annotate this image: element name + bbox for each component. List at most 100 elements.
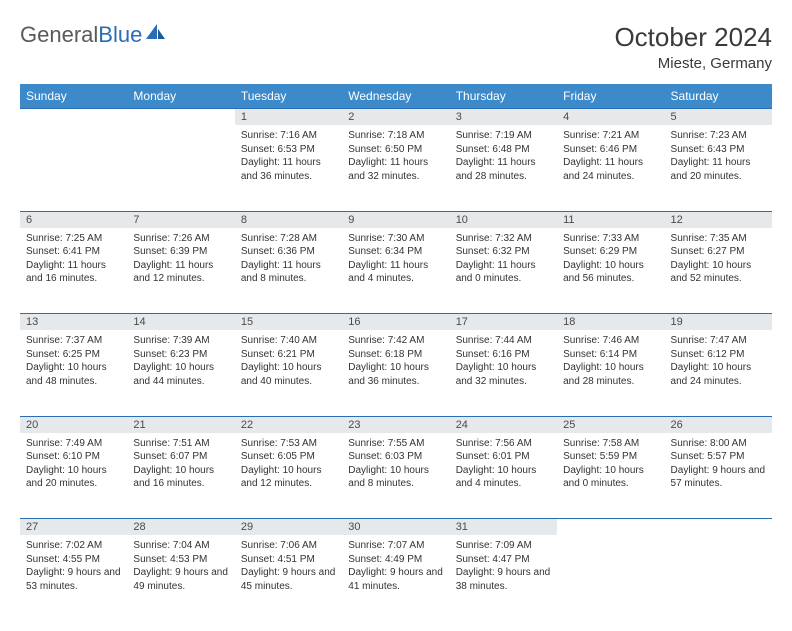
day-number-cell: 22 — [235, 417, 342, 433]
day-info: Sunrise: 7:06 AMSunset: 4:51 PMDaylight:… — [235, 535, 342, 599]
day-info: Sunrise: 7:55 AMSunset: 6:03 PMDaylight:… — [342, 433, 449, 497]
day-info: Sunrise: 7:32 AMSunset: 6:32 PMDaylight:… — [450, 228, 557, 292]
day-cell: Sunrise: 7:37 AMSunset: 6:25 PMDaylight:… — [20, 330, 127, 416]
day-cell: Sunrise: 7:35 AMSunset: 6:27 PMDaylight:… — [665, 228, 772, 314]
day-number-cell: 13 — [20, 314, 127, 330]
day-number-cell: 25 — [557, 417, 664, 433]
day-number-cell: 10 — [450, 212, 557, 228]
day-number-cell: 17 — [450, 314, 557, 330]
day-number-cell: 8 — [235, 212, 342, 228]
day-cell: Sunrise: 7:51 AMSunset: 6:07 PMDaylight:… — [127, 433, 234, 519]
day-info: Sunrise: 7:16 AMSunset: 6:53 PMDaylight:… — [235, 125, 342, 189]
day-number-cell: 28 — [127, 519, 234, 535]
day-number-cell: 29 — [235, 519, 342, 535]
day-info: Sunrise: 7:23 AMSunset: 6:43 PMDaylight:… — [665, 125, 772, 189]
day-info: Sunrise: 7:28 AMSunset: 6:36 PMDaylight:… — [235, 228, 342, 292]
day-cell: Sunrise: 7:55 AMSunset: 6:03 PMDaylight:… — [342, 433, 449, 519]
weekday-header: Tuesday — [235, 84, 342, 109]
day-cell: Sunrise: 7:28 AMSunset: 6:36 PMDaylight:… — [235, 228, 342, 314]
weekday-header: Sunday — [20, 84, 127, 109]
day-info: Sunrise: 7:25 AMSunset: 6:41 PMDaylight:… — [20, 228, 127, 292]
day-info: Sunrise: 8:00 AMSunset: 5:57 PMDaylight:… — [665, 433, 772, 497]
day-number-cell: 4 — [557, 109, 664, 125]
day-cell: Sunrise: 8:00 AMSunset: 5:57 PMDaylight:… — [665, 433, 772, 519]
weekday-header: Wednesday — [342, 84, 449, 109]
day-info: Sunrise: 7:39 AMSunset: 6:23 PMDaylight:… — [127, 330, 234, 394]
day-info: Sunrise: 7:21 AMSunset: 6:46 PMDaylight:… — [557, 125, 664, 189]
day-info: Sunrise: 7:04 AMSunset: 4:53 PMDaylight:… — [127, 535, 234, 599]
day-info: Sunrise: 7:46 AMSunset: 6:14 PMDaylight:… — [557, 330, 664, 394]
day-cell: Sunrise: 7:40 AMSunset: 6:21 PMDaylight:… — [235, 330, 342, 416]
day-cell: Sunrise: 7:47 AMSunset: 6:12 PMDaylight:… — [665, 330, 772, 416]
day-number-cell: 9 — [342, 212, 449, 228]
day-cell: Sunrise: 7:56 AMSunset: 6:01 PMDaylight:… — [450, 433, 557, 519]
day-content-row: Sunrise: 7:02 AMSunset: 4:55 PMDaylight:… — [20, 535, 772, 621]
day-number-cell: 20 — [20, 417, 127, 433]
day-number-row: 20212223242526 — [20, 417, 772, 433]
day-number-cell: 24 — [450, 417, 557, 433]
weekday-header: Thursday — [450, 84, 557, 109]
day-cell: Sunrise: 7:25 AMSunset: 6:41 PMDaylight:… — [20, 228, 127, 314]
day-number-cell: 18 — [557, 314, 664, 330]
day-number-cell — [127, 109, 234, 125]
day-number-cell: 30 — [342, 519, 449, 535]
day-cell: Sunrise: 7:06 AMSunset: 4:51 PMDaylight:… — [235, 535, 342, 621]
day-cell: Sunrise: 7:18 AMSunset: 6:50 PMDaylight:… — [342, 125, 449, 211]
month-title: October 2024 — [614, 22, 772, 53]
day-cell — [665, 535, 772, 621]
day-cell: Sunrise: 7:30 AMSunset: 6:34 PMDaylight:… — [342, 228, 449, 314]
day-number-row: 13141516171819 — [20, 314, 772, 330]
weekday-header: Friday — [557, 84, 664, 109]
day-info: Sunrise: 7:09 AMSunset: 4:47 PMDaylight:… — [450, 535, 557, 599]
day-cell — [20, 125, 127, 211]
day-info: Sunrise: 7:58 AMSunset: 5:59 PMDaylight:… — [557, 433, 664, 497]
day-content-row: Sunrise: 7:16 AMSunset: 6:53 PMDaylight:… — [20, 125, 772, 211]
day-number-cell: 26 — [665, 417, 772, 433]
day-info: Sunrise: 7:44 AMSunset: 6:16 PMDaylight:… — [450, 330, 557, 394]
logo-text-blue: Blue — [98, 22, 142, 48]
day-cell: Sunrise: 7:53 AMSunset: 6:05 PMDaylight:… — [235, 433, 342, 519]
day-cell: Sunrise: 7:44 AMSunset: 6:16 PMDaylight:… — [450, 330, 557, 416]
day-cell: Sunrise: 7:32 AMSunset: 6:32 PMDaylight:… — [450, 228, 557, 314]
day-info: Sunrise: 7:40 AMSunset: 6:21 PMDaylight:… — [235, 330, 342, 394]
calendar-page: GeneralBlue October 2024 Mieste, Germany… — [0, 0, 792, 631]
day-number-cell — [20, 109, 127, 125]
day-info: Sunrise: 7:53 AMSunset: 6:05 PMDaylight:… — [235, 433, 342, 497]
day-cell: Sunrise: 7:39 AMSunset: 6:23 PMDaylight:… — [127, 330, 234, 416]
day-info: Sunrise: 7:47 AMSunset: 6:12 PMDaylight:… — [665, 330, 772, 394]
day-number-cell — [665, 519, 772, 535]
day-cell: Sunrise: 7:42 AMSunset: 6:18 PMDaylight:… — [342, 330, 449, 416]
day-number-row: 6789101112 — [20, 212, 772, 228]
logo: GeneralBlue — [20, 22, 167, 48]
day-number-cell: 19 — [665, 314, 772, 330]
day-number-row: 2728293031 — [20, 519, 772, 535]
logo-text-gray: General — [20, 22, 98, 48]
calendar-table: SundayMondayTuesdayWednesdayThursdayFrid… — [20, 84, 772, 621]
day-number-cell: 1 — [235, 109, 342, 125]
weekday-header-row: SundayMondayTuesdayWednesdayThursdayFrid… — [20, 84, 772, 109]
day-number-cell: 6 — [20, 212, 127, 228]
day-number-cell: 14 — [127, 314, 234, 330]
day-number-cell: 3 — [450, 109, 557, 125]
day-info: Sunrise: 7:30 AMSunset: 6:34 PMDaylight:… — [342, 228, 449, 292]
location: Mieste, Germany — [614, 55, 772, 72]
day-number-cell: 27 — [20, 519, 127, 535]
day-cell: Sunrise: 7:46 AMSunset: 6:14 PMDaylight:… — [557, 330, 664, 416]
day-cell: Sunrise: 7:23 AMSunset: 6:43 PMDaylight:… — [665, 125, 772, 211]
day-number-cell: 11 — [557, 212, 664, 228]
day-number-cell — [557, 519, 664, 535]
day-cell — [557, 535, 664, 621]
day-info: Sunrise: 7:18 AMSunset: 6:50 PMDaylight:… — [342, 125, 449, 189]
day-info: Sunrise: 7:51 AMSunset: 6:07 PMDaylight:… — [127, 433, 234, 497]
day-info: Sunrise: 7:56 AMSunset: 6:01 PMDaylight:… — [450, 433, 557, 497]
header: GeneralBlue October 2024 Mieste, Germany — [20, 22, 772, 72]
day-number-cell: 21 — [127, 417, 234, 433]
day-cell: Sunrise: 7:21 AMSunset: 6:46 PMDaylight:… — [557, 125, 664, 211]
day-cell: Sunrise: 7:58 AMSunset: 5:59 PMDaylight:… — [557, 433, 664, 519]
day-number-cell: 16 — [342, 314, 449, 330]
day-content-row: Sunrise: 7:37 AMSunset: 6:25 PMDaylight:… — [20, 330, 772, 416]
day-info: Sunrise: 7:07 AMSunset: 4:49 PMDaylight:… — [342, 535, 449, 599]
day-number-cell: 5 — [665, 109, 772, 125]
day-content-row: Sunrise: 7:25 AMSunset: 6:41 PMDaylight:… — [20, 228, 772, 314]
day-content-row: Sunrise: 7:49 AMSunset: 6:10 PMDaylight:… — [20, 433, 772, 519]
